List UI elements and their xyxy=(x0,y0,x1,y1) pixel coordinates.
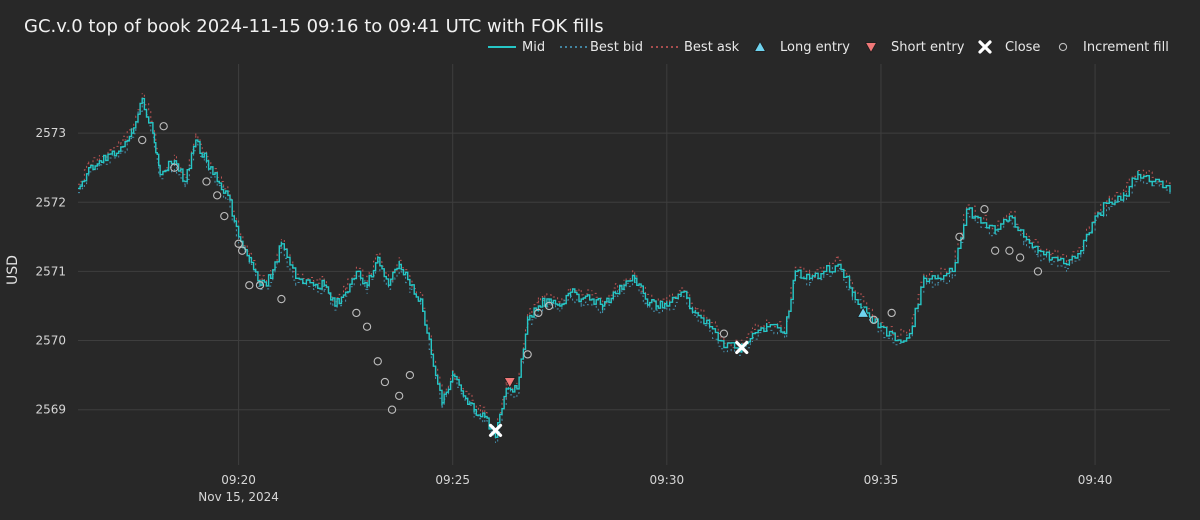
x-tick-label: 09:30 xyxy=(650,473,685,487)
series-best-ask xyxy=(78,93,1171,436)
legend-swatch-close xyxy=(978,40,992,54)
increment-fill-marker xyxy=(534,308,543,318)
increment-fill-marker xyxy=(220,211,229,221)
legend-swatch-increment-fill xyxy=(1058,42,1068,52)
increment-fill-marker xyxy=(373,357,382,366)
increment-fill-marker xyxy=(869,315,878,324)
close-marker-stroke xyxy=(735,340,749,355)
increment-fill-marker xyxy=(955,232,964,241)
x-tick-label: 09:35 xyxy=(864,473,899,487)
increment-fill-marker xyxy=(352,308,361,318)
series-mid xyxy=(78,97,1171,438)
increment-fill-marker xyxy=(405,370,415,380)
increment-fill-marker xyxy=(202,177,211,186)
series-layer xyxy=(78,93,1171,443)
close-marker xyxy=(735,340,749,355)
increment-fill-marker xyxy=(380,377,390,387)
increment-fill-marker xyxy=(245,281,254,290)
x-tick-label: 09:25 xyxy=(435,473,470,487)
y-axis-title: USD xyxy=(5,255,21,285)
increment-fill-marker xyxy=(1005,246,1014,255)
legend[interactable]: Mid Best bid Best ask Long entry Short entry… xyxy=(488,40,1169,55)
increment-fill-marker xyxy=(990,246,1000,255)
series-best-bid xyxy=(78,102,1171,443)
short-entry-marker xyxy=(503,377,516,389)
increment-fill-marker xyxy=(980,205,989,214)
marker-layer xyxy=(138,122,1043,438)
axis-layer: 2569 2570 2571 2572 2573 09:20 Nov 15, 2024 09:… xyxy=(35,126,1112,504)
grid-layer xyxy=(78,64,1170,465)
legend-label-bid: Best bid xyxy=(590,40,643,55)
close-marker xyxy=(488,423,503,438)
legend-label-close: Close xyxy=(1005,40,1040,55)
increment-fill-marker xyxy=(138,135,147,145)
chart-title: GC.v.0 top of book 2024-11-15 09:16 to 0… xyxy=(24,16,604,37)
increment-fill-marker xyxy=(255,281,265,290)
increment-fill-marker xyxy=(523,350,532,359)
legend-label-long-entry: Long entry xyxy=(780,40,850,55)
close-marker-stroke xyxy=(488,423,503,438)
increment-fill-marker xyxy=(544,301,554,311)
long-entry-marker xyxy=(856,306,870,318)
close-marker-stroke xyxy=(978,40,992,54)
increment-fill-marker xyxy=(362,322,372,331)
x-tick-label: 09:40 xyxy=(1078,473,1113,487)
increment-fill-marker xyxy=(170,163,179,172)
legend-label-increment-fill: Increment fill xyxy=(1083,40,1169,55)
increment-fill-marker xyxy=(234,239,243,248)
x-tick-sublabel: Nov 15, 2024 xyxy=(198,490,279,504)
y-tick-label: 2573 xyxy=(35,126,66,140)
y-tick-label: 2570 xyxy=(35,334,66,348)
increment-fill-marker xyxy=(213,191,222,200)
y-tick-label: 2572 xyxy=(35,195,66,209)
y-tick-label: 2569 xyxy=(35,403,66,417)
increment-fill-marker xyxy=(1015,253,1025,262)
legend-swatch-short-entry xyxy=(864,42,878,54)
increment-fill-marker xyxy=(159,122,168,131)
y-tick-label: 2571 xyxy=(35,264,66,278)
increment-fill-marker xyxy=(238,246,247,255)
legend-label-mid: Mid xyxy=(522,40,545,55)
legend-label-short-entry: Short entry xyxy=(891,40,965,55)
increment-fill-marker xyxy=(395,391,404,401)
legend-swatch-long-entry xyxy=(753,40,767,52)
increment-fill-marker xyxy=(887,308,896,318)
increment-fill-marker xyxy=(277,294,286,304)
x-tick-label: 09:20 xyxy=(221,473,256,487)
increment-fill-marker xyxy=(387,405,397,414)
increment-fill-marker xyxy=(1033,267,1043,276)
legend-label-ask: Best ask xyxy=(684,40,740,55)
increment-fill-marker xyxy=(719,329,729,338)
